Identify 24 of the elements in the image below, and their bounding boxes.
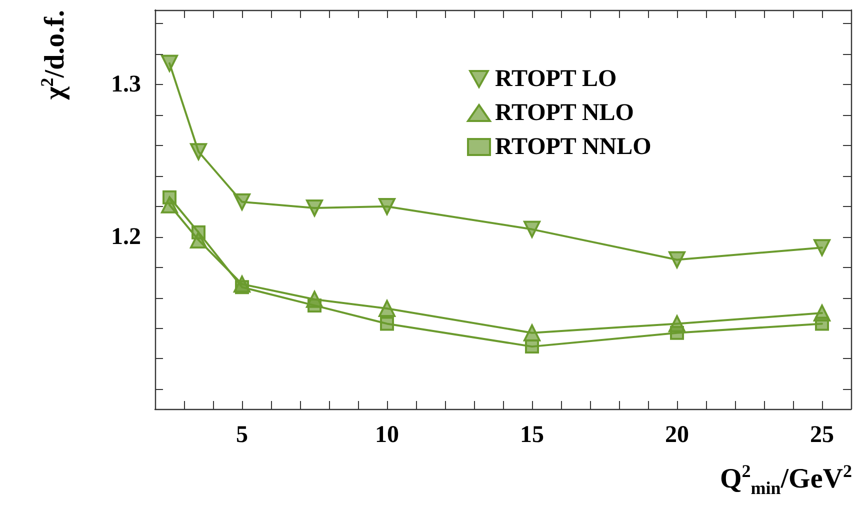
x-tick-label: 20 <box>665 422 689 448</box>
point <box>161 54 178 72</box>
point <box>190 143 207 160</box>
legend-label: RTOPT LO <box>495 66 617 92</box>
point <box>525 340 539 354</box>
x-tick-label: 25 <box>810 422 834 448</box>
x-tick-label: 15 <box>520 422 544 448</box>
x-tick-label: 10 <box>375 422 399 448</box>
point <box>815 316 829 331</box>
legend-label: RTOPT NNLO <box>495 134 652 160</box>
point <box>306 199 323 216</box>
point <box>670 326 684 340</box>
point <box>814 239 830 256</box>
point <box>378 300 396 317</box>
point <box>380 316 394 331</box>
x-axis-title: Q$^{2}$$_{min}$/GeV$^{2}$ <box>720 461 852 498</box>
point <box>378 198 396 215</box>
point <box>234 193 250 210</box>
y-tick-label: 1.2 <box>111 224 141 250</box>
legend-label: RTOPT NLO <box>495 100 634 126</box>
y-tick-label: 1.3 <box>111 72 141 98</box>
point <box>524 220 540 238</box>
point <box>668 251 686 268</box>
x-tick-label: 5 <box>236 422 248 448</box>
